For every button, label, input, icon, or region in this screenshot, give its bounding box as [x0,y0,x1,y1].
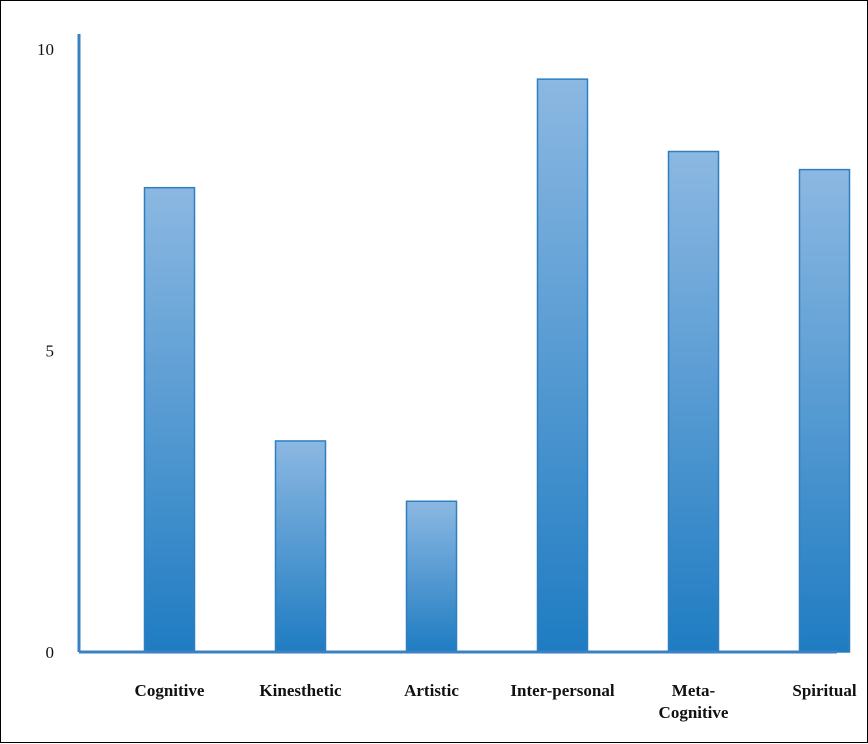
y-tick-label: 10 [37,40,54,59]
x-tick-label: Cognitive [135,681,205,700]
axes-group [77,34,837,654]
x-tick-label: Artistic [404,681,459,700]
y-tick-label: 0 [46,643,55,662]
x-tick-label: Meta-Cognitive [659,681,729,722]
bar-spiritual [798,168,851,653]
y-tick-label: 5 [46,342,55,361]
x-tick-label: Inter-personal [510,681,614,700]
bar-kinesthetic [274,440,327,653]
bar-artistic [405,500,458,653]
bar-inter-personal [536,78,589,653]
x-tick-label: Kinesthetic [259,681,342,700]
y-tick-labels: 0 5 10 [37,40,54,662]
bar-cognitive [143,186,196,653]
bars-group [143,78,851,653]
x-category-labels: Cognitive Kinesthetic Artistic Inter-person… [135,681,857,722]
bar-meta-cognitive [667,150,720,653]
x-tick-label: Spiritual [792,681,857,700]
